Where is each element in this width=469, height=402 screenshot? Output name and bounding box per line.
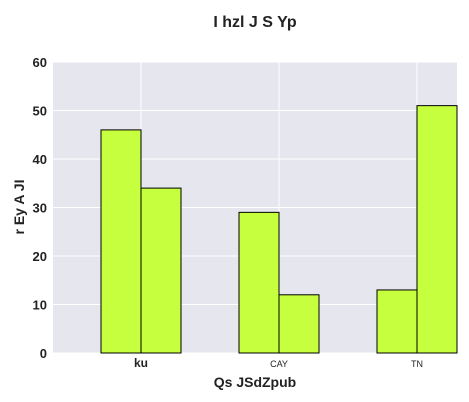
bar-CAY-2: [278, 294, 320, 354]
y-tick-label: 10: [33, 298, 47, 313]
x-axis-label: Qs JSdZpub: [214, 374, 296, 390]
y-axis-label: r Ey A JI: [11, 180, 27, 235]
x-tick-label: CAY: [270, 359, 288, 369]
bar-TN-1: [376, 289, 418, 354]
bar-ku-1: [100, 129, 142, 354]
bar-CAY-1: [238, 211, 280, 354]
x-tick-label: TN: [411, 359, 423, 369]
chart-title: I hzl J S Yp: [213, 14, 297, 31]
y-tick-label: 40: [33, 152, 47, 167]
bars: [100, 105, 458, 354]
y-tick-label: 30: [33, 201, 47, 216]
y-tick-label: 20: [33, 249, 47, 264]
y-axis-ticks: 0 10 20 30 40 50 60: [33, 55, 47, 361]
bar-ku-2: [140, 187, 182, 354]
y-tick-label: 0: [40, 346, 47, 361]
y-tick-label: 60: [33, 55, 47, 70]
bar-TN-2: [416, 105, 458, 354]
x-tick-label: ku: [134, 356, 148, 370]
x-axis-ticks: ku CAY TN: [134, 356, 423, 370]
y-tick-label: 50: [33, 104, 47, 119]
